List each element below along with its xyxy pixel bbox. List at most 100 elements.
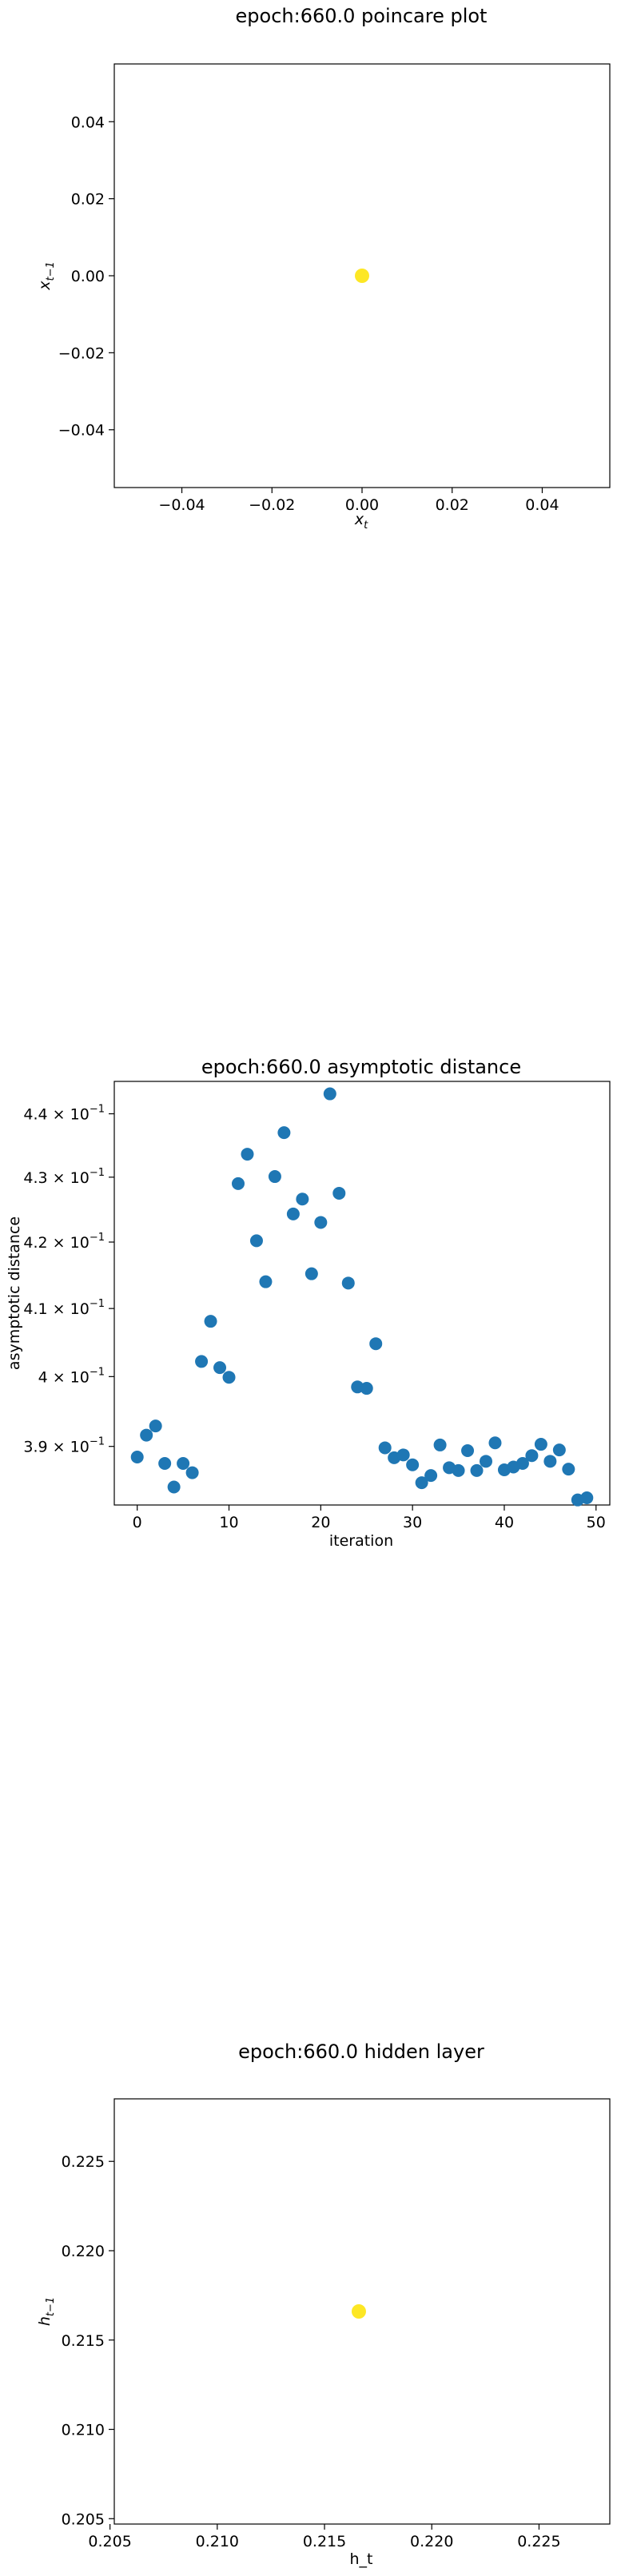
asymptotic-y-ticks: 3.9 × 10−1 4 × 10−1 4.1 × 10−1 4.2 × 10−1 4.… (23, 1104, 114, 1456)
data-point (323, 1087, 336, 1101)
data-point (424, 1469, 438, 1483)
data-point (351, 2304, 366, 2319)
poincare-title: epoch:660.0 poincare plot (236, 5, 488, 27)
data-point (580, 1491, 594, 1504)
data-point (360, 1382, 373, 1395)
data-point (286, 1207, 300, 1220)
data-point (277, 1126, 291, 1140)
data-point (204, 1315, 217, 1328)
x-tick-label: 0 (133, 1514, 142, 1531)
data-point (140, 1428, 153, 1442)
hidden-layer-points (351, 2304, 366, 2319)
data-point (433, 1438, 447, 1451)
data-point (332, 1186, 346, 1200)
y-tick-label: 0.04 (71, 113, 105, 131)
poincare-chart: epoch:660.0 poincare plot −0.04 −0.02 0.00… (36, 5, 611, 532)
data-point (562, 1463, 575, 1476)
asymptotic-distance-title: epoch:660.0 asymptotic distance (201, 1056, 521, 1078)
y-tick-label: −0.02 (58, 344, 105, 362)
hidden-layer-title: epoch:660.0 hidden layer (238, 2040, 484, 2063)
x-tick-label: 0.205 (88, 2533, 131, 2550)
x-tick-label: 0.04 (525, 496, 559, 514)
data-point (480, 1455, 492, 1468)
y-tick-label: 0.225 (62, 2153, 105, 2171)
y-tick-label: 4 × 10−1 (38, 1366, 105, 1386)
x-tick-label: 40 (495, 1514, 514, 1531)
y-tick-label: 4.4 × 10−1 (23, 1104, 105, 1124)
data-point (543, 1455, 557, 1468)
y-tick-label: 0.220 (62, 2243, 105, 2260)
x-tick-label: 0.02 (436, 496, 469, 514)
asymptotic-distance-chart: epoch:660.0 asymptotic distance 0 10 20 30 4… (6, 1056, 611, 1550)
data-point (222, 1371, 236, 1384)
data-point (314, 1216, 328, 1229)
y-tick-label: 0.210 (62, 2422, 105, 2439)
data-point (177, 1456, 190, 1470)
poincare-points (355, 269, 369, 283)
x-tick-label: 0.00 (345, 496, 379, 514)
data-point (305, 1267, 318, 1280)
data-point (525, 1449, 539, 1463)
data-point (552, 1443, 566, 1457)
data-point (396, 1448, 410, 1462)
asymptotic-x-ticks: 0 10 20 30 40 50 (133, 1505, 606, 1531)
data-point (249, 1234, 263, 1248)
asymptotic-x-axis-label: iteration (329, 1532, 393, 1550)
data-point (185, 1466, 199, 1479)
data-point (488, 1436, 502, 1450)
data-point (195, 1355, 209, 1368)
x-tick-label: 0.210 (196, 2533, 239, 2550)
x-tick-label: 0.215 (303, 2533, 346, 2550)
data-point (470, 1463, 484, 1477)
hidden-layer-y-ticks: 0.205 0.210 0.215 0.220 0.225 (62, 2153, 114, 2528)
x-tick-label: 50 (587, 1514, 606, 1531)
y-tick-label: 4.3 × 10−1 (23, 1167, 105, 1187)
data-point (378, 1441, 392, 1455)
data-point (515, 1456, 529, 1470)
data-point (406, 1458, 420, 1471)
poincare-x-ticks: −0.04 −0.02 0.00 0.02 0.04 (158, 488, 559, 514)
hidden-layer-x-axis-label: h_t (350, 2550, 373, 2568)
data-point (241, 1148, 254, 1161)
x-tick-label: −0.02 (249, 496, 295, 514)
asymptotic-axes-frame (113, 1081, 611, 1506)
hidden-layer-x-ticks: 0.205 0.210 0.215 0.220 0.225 (88, 2524, 561, 2550)
y-tick-label: 0.215 (62, 2332, 105, 2350)
data-point (232, 1177, 245, 1190)
asymptotic-y-axis-label: asymptotic distance (6, 1216, 23, 1370)
y-tick-label: 4.2 × 10−1 (23, 1232, 105, 1252)
data-point (415, 1476, 428, 1490)
y-tick-label: 4.1 × 10−1 (23, 1298, 105, 1318)
data-point (296, 1192, 309, 1206)
hidden-layer-axes-frame (113, 2098, 611, 2525)
data-point (213, 1361, 227, 1375)
y-tick-label: 3.9 × 10−1 (23, 1436, 105, 1456)
y-tick-label: 0.02 (71, 191, 105, 209)
poincare-y-axis-label: xt−1 (36, 261, 57, 291)
x-tick-label: 20 (311, 1514, 330, 1531)
data-point (130, 1450, 144, 1463)
data-point (341, 1276, 355, 1290)
x-tick-label: 0.225 (517, 2533, 560, 2550)
poincare-y-ticks: −0.04 −0.02 0.00 0.02 0.04 (58, 113, 114, 440)
data-point (259, 1275, 273, 1288)
data-point (158, 1456, 172, 1470)
data-point (355, 269, 369, 283)
data-point (461, 1444, 475, 1458)
x-tick-label: 30 (403, 1514, 422, 1531)
y-tick-label: 0.00 (71, 268, 105, 285)
data-point (268, 1170, 281, 1184)
x-tick-label: 10 (219, 1514, 238, 1531)
asymptotic-points (130, 1087, 594, 1507)
data-point (452, 1463, 465, 1477)
data-point (369, 1337, 383, 1351)
x-tick-label: −0.04 (158, 496, 205, 514)
y-tick-label: −0.04 (58, 422, 105, 440)
data-point (534, 1438, 547, 1451)
hidden-layer-y-axis-label: ht−1 (36, 2297, 57, 2326)
data-point (149, 1419, 162, 1433)
x-tick-label: 0.220 (410, 2533, 453, 2550)
y-tick-label: 0.205 (62, 2510, 105, 2528)
hidden-layer-chart: epoch:660.0 hidden layer 0.205 0.210 0.215… (36, 2040, 611, 2568)
